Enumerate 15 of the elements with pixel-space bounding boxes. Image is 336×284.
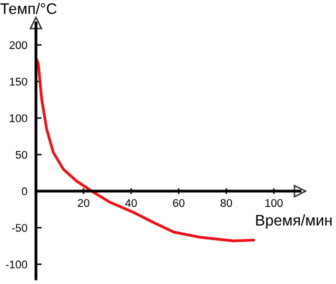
- x-tick-label: 100: [265, 199, 283, 207]
- y-axis-title: Темп/°C: [0, 2, 57, 14]
- y-tick-label: 150: [10, 78, 28, 86]
- y-tick-label: 100: [10, 114, 28, 122]
- line-series: [36, 58, 256, 242]
- y-tick-label: 200: [10, 41, 28, 50]
- x-tick-label: 60: [173, 199, 184, 207]
- y-tick-label: -100: [6, 260, 28, 268]
- x-tick-label: 80: [220, 199, 232, 207]
- x-tick-label: 40: [125, 199, 137, 207]
- y-tick-label: 50: [16, 150, 28, 159]
- y-tick-label: 0: [22, 187, 28, 196]
- y-tick-label: -50: [12, 224, 28, 232]
- x-tick-label: 20: [78, 199, 90, 207]
- x-axis-title: Время/мин: [256, 214, 332, 229]
